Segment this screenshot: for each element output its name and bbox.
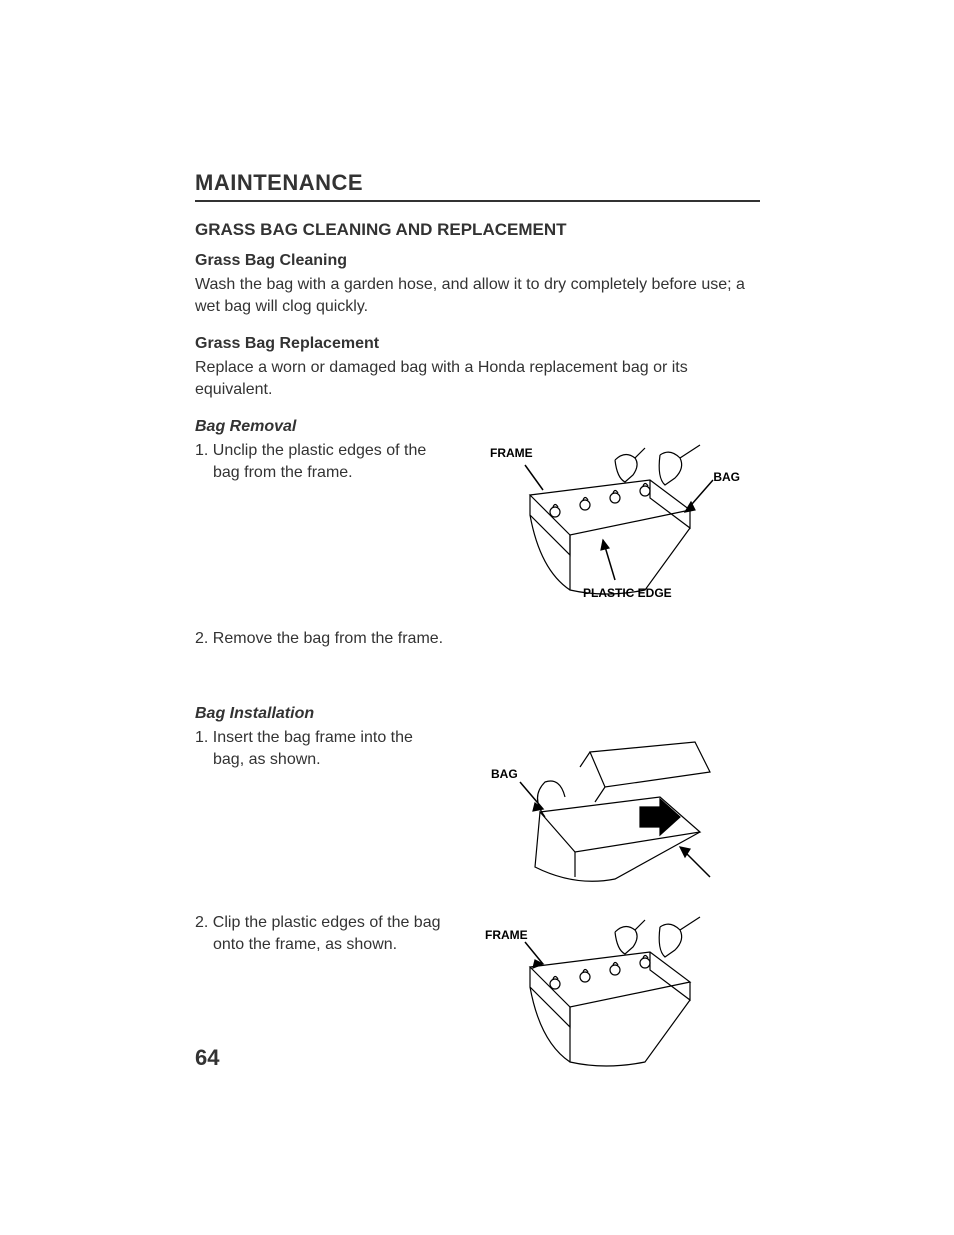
- installation-step1-line1: Insert the bag frame into the: [213, 729, 413, 746]
- bag-removal-illustration: [485, 440, 735, 600]
- installation-step2-row: 2. Clip the plastic edges of the bag ont…: [195, 912, 760, 1072]
- removal-step1-num: 1.: [195, 442, 213, 459]
- section-title: GRASS BAG CLEANING AND REPLACEMENT: [195, 220, 760, 240]
- label-frame-2: FRAME: [485, 928, 528, 942]
- installation-step1-line2: bag, as shown.: [195, 749, 475, 771]
- removal-heading: Bag Removal: [195, 418, 760, 436]
- removal-step2-text: 2. Remove the bag from the frame.: [195, 628, 760, 650]
- installation-step2-num: 2.: [195, 914, 213, 931]
- removal-step1-line1: Unclip the plastic edges of the: [213, 442, 426, 459]
- removal-figure: FRAME BAG PLASTIC EDGE: [485, 440, 735, 600]
- label-bag: BAG: [713, 470, 740, 484]
- removal-step1-line2: bag from the frame.: [195, 462, 475, 484]
- removal-step1-row: 1. Unclip the plastic edges of the bag f…: [195, 440, 760, 600]
- installation-step2-text: 2. Clip the plastic edges of the bag ont…: [195, 912, 475, 955]
- installation-step2-line2: onto the frame, as shown.: [195, 934, 475, 956]
- label-frame: FRAME: [490, 446, 533, 460]
- label-plastic-edge: PLASTIC EDGE: [583, 586, 672, 600]
- cleaning-text: Wash the bag with a garden hose, and all…: [195, 274, 760, 317]
- chapter-title: MAINTENANCE: [195, 170, 760, 202]
- installation-heading: Bag Installation: [195, 705, 760, 723]
- cleaning-heading: Grass Bag Cleaning: [195, 252, 760, 270]
- installation-step2-line1: Clip the plastic edges of the bag: [213, 914, 441, 931]
- installation-step1-num: 1.: [195, 729, 213, 746]
- removal-step1-text: 1. Unclip the plastic edges of the bag f…: [195, 440, 475, 483]
- replacement-text: Replace a worn or damaged bag with a Hon…: [195, 357, 760, 400]
- installation-step1-row: 1. Insert the bag frame into the bag, as…: [195, 727, 760, 902]
- installation-figure1: BAG: [485, 727, 735, 902]
- page-content: MAINTENANCE GRASS BAG CLEANING AND REPLA…: [195, 170, 760, 1072]
- label-bag-2: BAG: [491, 767, 518, 781]
- installation-figure2: FRAME: [485, 912, 735, 1072]
- page-number: 64: [195, 1045, 219, 1071]
- replacement-heading: Grass Bag Replacement: [195, 335, 760, 353]
- bag-install-illustration: [485, 727, 735, 902]
- installation-step1-text: 1. Insert the bag frame into the bag, as…: [195, 727, 475, 770]
